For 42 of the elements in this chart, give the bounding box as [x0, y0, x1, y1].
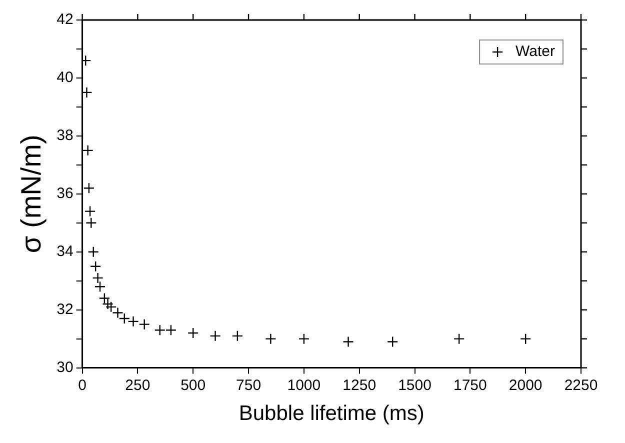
point: [86, 217, 97, 228]
x-tick-label: 1750: [453, 376, 487, 394]
point: [298, 333, 310, 344]
point: [94, 281, 106, 292]
point: [82, 144, 94, 156]
point: [188, 327, 199, 339]
y-tick-label: 42: [56, 11, 74, 28]
x-tick-label: 1250: [342, 376, 376, 394]
y-tick-label: 36: [56, 185, 74, 202]
point: [83, 182, 95, 194]
y-tick-label: 34: [56, 243, 74, 260]
legend-label: Water: [516, 43, 556, 60]
x-tick-label: 1000: [287, 376, 321, 394]
x-tick-label: 750: [236, 376, 262, 394]
point: [88, 246, 99, 258]
point: [210, 330, 221, 342]
point: [342, 336, 354, 348]
point: [232, 330, 244, 342]
point: [520, 333, 532, 344]
point: [90, 260, 102, 272]
x-tick-label: 0: [78, 376, 86, 394]
point: [386, 336, 398, 348]
point: [138, 318, 150, 330]
point: [92, 272, 104, 284]
x-tick-label: 1500: [398, 376, 432, 394]
point: [154, 324, 166, 336]
x-tick-label: 250: [125, 376, 150, 394]
y-axis-title: σ (mN/m): [16, 134, 47, 254]
y-tick-label: 30: [56, 358, 74, 376]
point: [453, 333, 465, 344]
point: [128, 316, 139, 328]
x-tick-label: 2000: [508, 376, 542, 394]
y-tick-label: 32: [56, 300, 74, 318]
point: [82, 86, 92, 98]
point: [265, 333, 276, 344]
y-tick-label: 38: [56, 127, 74, 144]
point: [165, 324, 177, 336]
point: [84, 206, 96, 217]
x-tick-label: 2250: [564, 376, 598, 394]
x-tick-label: 500: [180, 376, 206, 394]
x-axis-title: Bubble lifetime (ms): [238, 402, 424, 426]
y-tick-label: 40: [56, 69, 74, 86]
